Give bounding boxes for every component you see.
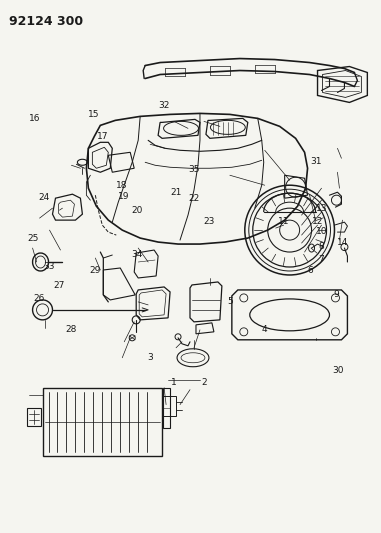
Text: 27: 27 — [54, 280, 65, 289]
Text: 6: 6 — [307, 266, 313, 275]
Text: 9: 9 — [334, 289, 339, 298]
Text: 34: 34 — [131, 251, 142, 260]
Text: 31: 31 — [310, 157, 322, 166]
Text: 1: 1 — [171, 378, 176, 387]
Text: 33: 33 — [43, 262, 55, 271]
Text: 26: 26 — [34, 294, 45, 303]
Text: 12: 12 — [312, 217, 323, 226]
Text: 32: 32 — [158, 101, 170, 110]
Text: 8: 8 — [319, 242, 324, 251]
Text: 11: 11 — [278, 217, 289, 226]
Text: 2: 2 — [201, 378, 207, 387]
Text: 35: 35 — [189, 165, 200, 174]
Text: 24: 24 — [39, 193, 50, 202]
Text: 7: 7 — [319, 255, 324, 264]
Text: 22: 22 — [189, 194, 200, 203]
Text: 10: 10 — [316, 228, 327, 237]
Text: 29: 29 — [89, 266, 101, 275]
Text: 20: 20 — [132, 206, 143, 215]
Text: 3: 3 — [148, 353, 154, 362]
Text: 92124 300: 92124 300 — [9, 15, 83, 28]
Text: 14: 14 — [337, 238, 348, 247]
Text: 21: 21 — [170, 188, 182, 197]
Text: 13: 13 — [316, 204, 327, 213]
Text: 25: 25 — [27, 235, 38, 244]
Text: 5: 5 — [227, 296, 233, 305]
Text: 30: 30 — [332, 366, 344, 375]
Text: 23: 23 — [204, 217, 215, 226]
Text: 16: 16 — [29, 114, 41, 123]
Text: 4: 4 — [262, 325, 267, 334]
Text: 15: 15 — [88, 110, 99, 119]
Text: 18: 18 — [117, 181, 128, 190]
Text: 19: 19 — [118, 192, 130, 201]
Text: 28: 28 — [65, 325, 77, 334]
Text: 17: 17 — [97, 132, 108, 141]
